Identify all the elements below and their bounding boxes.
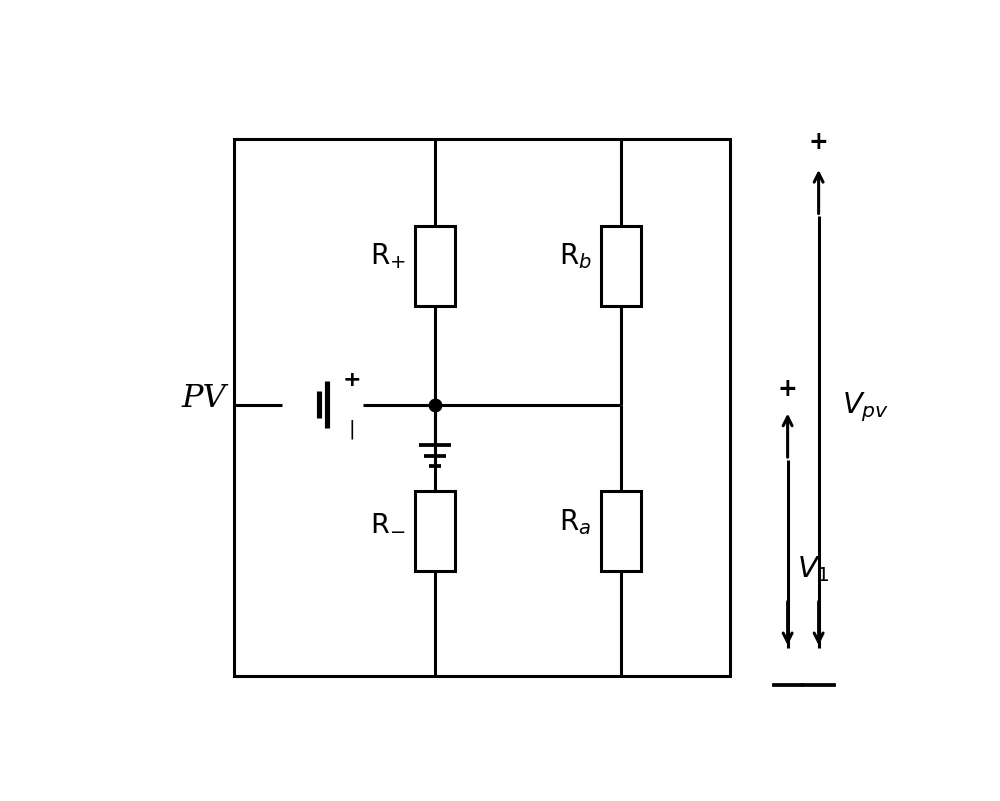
- Bar: [234, 139, 730, 676]
- Text: $\mathrm{R}_{+}$: $\mathrm{R}_{+}$: [370, 242, 406, 272]
- Text: $\mathrm{R}_{a}$: $\mathrm{R}_{a}$: [559, 507, 592, 537]
- Text: $\mathrm{R}_{-}$: $\mathrm{R}_{-}$: [370, 508, 406, 536]
- Bar: [415, 491, 455, 571]
- Text: +: +: [343, 370, 361, 390]
- Bar: [601, 491, 641, 571]
- Text: $V_1$: $V_1$: [797, 554, 830, 585]
- Text: $V_{pv}$: $V_{pv}$: [842, 391, 889, 425]
- Text: +: +: [778, 377, 798, 401]
- Text: $\mathrm{R}_{b}$: $\mathrm{R}_{b}$: [559, 242, 592, 272]
- Text: +: +: [809, 131, 828, 155]
- Text: |: |: [349, 420, 355, 439]
- Bar: [415, 226, 455, 306]
- Text: PV: PV: [181, 383, 226, 414]
- Bar: [601, 226, 641, 306]
